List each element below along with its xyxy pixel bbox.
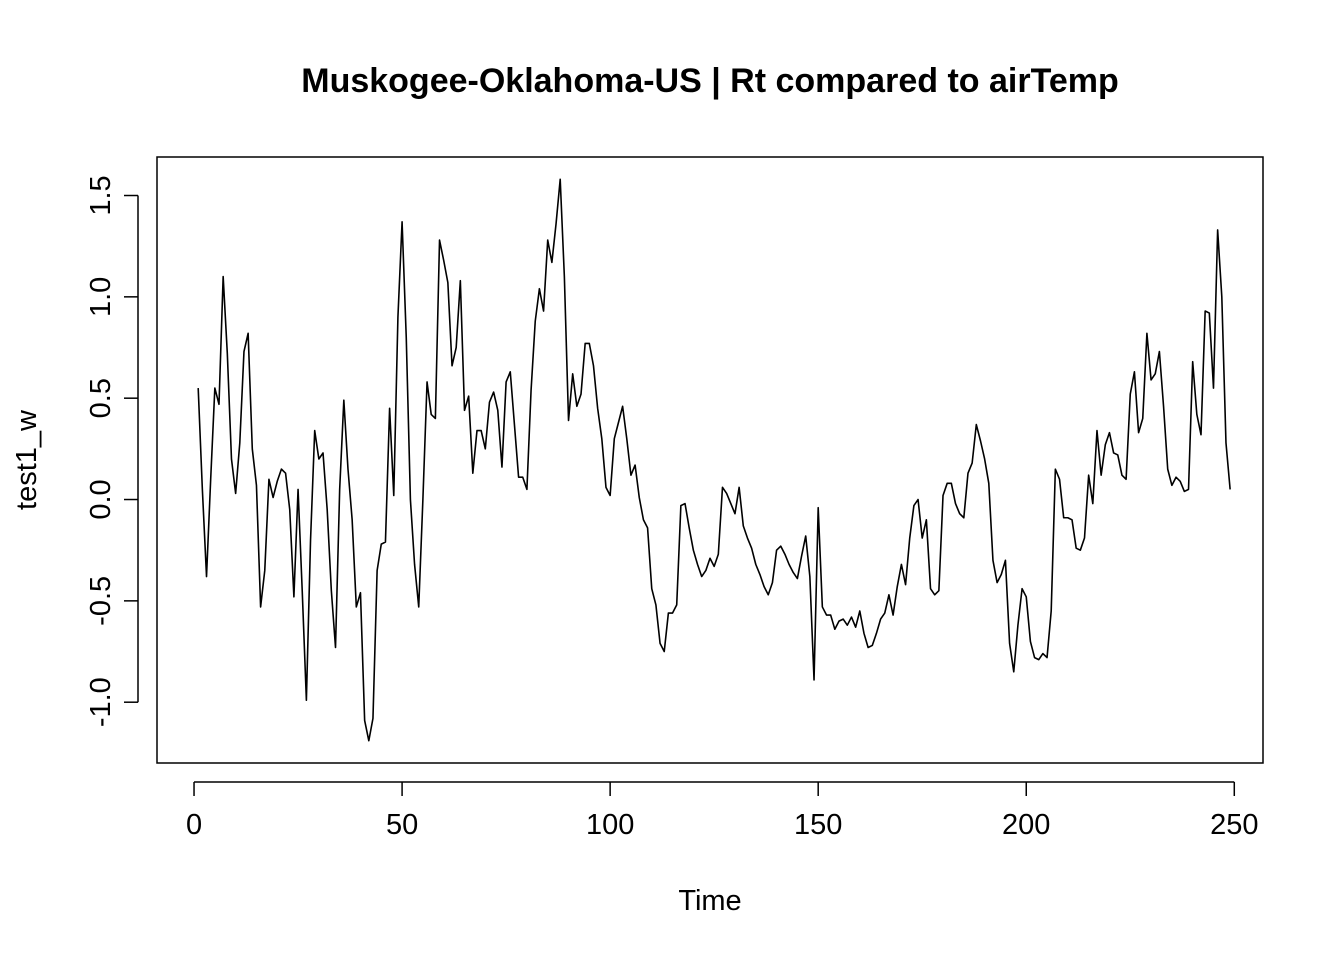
y-tick-label: 1.0	[85, 277, 117, 317]
x-tick-label: 150	[794, 809, 842, 841]
y-tick-label: 0.5	[85, 378, 117, 418]
y-axis-label: test1_w	[11, 409, 43, 510]
y-tick-label: 0.0	[85, 479, 117, 519]
x-tick-label: 250	[1210, 809, 1258, 841]
x-tick-label: 200	[1002, 809, 1050, 841]
y-tick-label: -1.0	[85, 677, 117, 727]
y-tick-label: -0.5	[85, 576, 117, 626]
y-axis: -1.0 -0.5 0.0 0.5 1.0 1.5	[85, 175, 139, 727]
x-axis-label: Time	[678, 885, 741, 917]
y-tick-label: 1.5	[85, 175, 117, 215]
chart-title: Muskogee-Oklahoma-US | Rt compared to ai…	[301, 62, 1118, 100]
x-tick-label: 100	[586, 809, 634, 841]
series-line	[197, 178, 1231, 742]
plot-frame	[156, 156, 1264, 764]
x-tick-label: 50	[386, 809, 418, 841]
x-tick-label: 0	[186, 809, 202, 841]
x-axis: 0 50 100 150 200 250	[186, 781, 1258, 841]
